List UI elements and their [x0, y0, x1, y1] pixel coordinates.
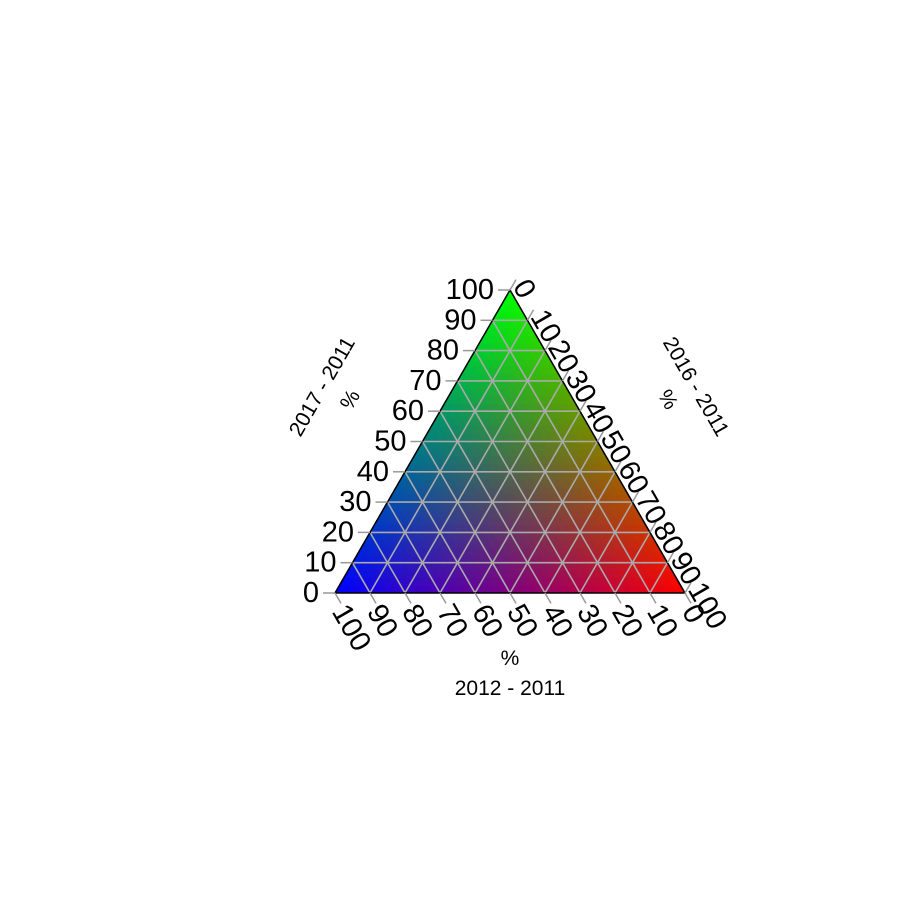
left-axis-unit: % [336, 386, 365, 414]
grid-line [386, 501, 441, 594]
tick-mark [509, 592, 517, 604]
tick-mark [614, 592, 622, 604]
bottom-tick-label: 70 [430, 599, 474, 643]
tick-mark [596, 430, 605, 442]
grid-line [421, 441, 511, 594]
tick-mark [544, 339, 552, 351]
bottom-tick-label: 80 [395, 599, 439, 643]
left-tick-label: 70 [409, 365, 441, 397]
bottom-tick-label: 40 [535, 599, 579, 643]
right-axis-title: 2016 - 2011 [658, 333, 733, 440]
left-tick-label: 100 [446, 274, 494, 306]
grid-line [649, 562, 669, 594]
grid-line [509, 441, 599, 594]
grid-line [369, 319, 529, 594]
left-tick-label: 20 [322, 516, 354, 548]
bottom-tick-label: 30 [570, 599, 614, 643]
left-axis-title: 2017 - 2011 [285, 333, 360, 440]
tick-mark [579, 400, 587, 412]
grid-line [579, 501, 634, 594]
tick-marks [323, 279, 692, 604]
bottom-tick-label: 60 [465, 599, 509, 643]
tick-mark [439, 592, 447, 604]
grid-line [369, 531, 406, 594]
tick-mark [474, 592, 482, 604]
tick-mark [334, 592, 342, 604]
grid-line [351, 562, 371, 594]
tick-mark [684, 582, 692, 594]
tick-mark [369, 592, 377, 604]
right-axis-unit: % [653, 386, 682, 414]
bottom-tick-label: 50 [500, 599, 544, 643]
tick-mark [509, 279, 517, 291]
grid-line [404, 471, 476, 594]
left-tick-label: 10 [304, 547, 336, 579]
left-tick-label: 30 [339, 486, 371, 518]
ternary-grid [351, 319, 669, 594]
grid-line [439, 380, 564, 594]
left-tick-label: 60 [392, 395, 424, 427]
tick-mark [684, 592, 692, 604]
tick-mark [614, 461, 622, 473]
grid-line [614, 531, 651, 594]
grid-line [491, 319, 651, 594]
tick-mark [631, 491, 640, 503]
left-tick-label: 50 [374, 426, 406, 458]
bottom-axis-title: 2012 - 2011 [455, 677, 566, 700]
grid-line [544, 471, 616, 594]
left-tick-label: 90 [444, 304, 476, 336]
bottom-axis-unit: % [501, 647, 520, 670]
bottom-tick-label: 20 [605, 599, 649, 643]
tick-mark [561, 370, 570, 382]
tick-mark [579, 592, 587, 604]
tick-mark [526, 309, 535, 321]
tick-mark [649, 592, 657, 604]
bottom-tick-label: 10 [640, 599, 684, 643]
tick-mark [666, 551, 675, 564]
tick-mark [544, 592, 552, 604]
tick-mark [404, 592, 412, 604]
bottom-tick-label: 100 [325, 599, 377, 657]
left-tick-label: 80 [427, 335, 459, 367]
left-tick-label: 40 [357, 456, 389, 488]
left-tick-label: 0 [303, 577, 319, 609]
tick-mark [649, 521, 657, 533]
grid-line [456, 380, 581, 594]
